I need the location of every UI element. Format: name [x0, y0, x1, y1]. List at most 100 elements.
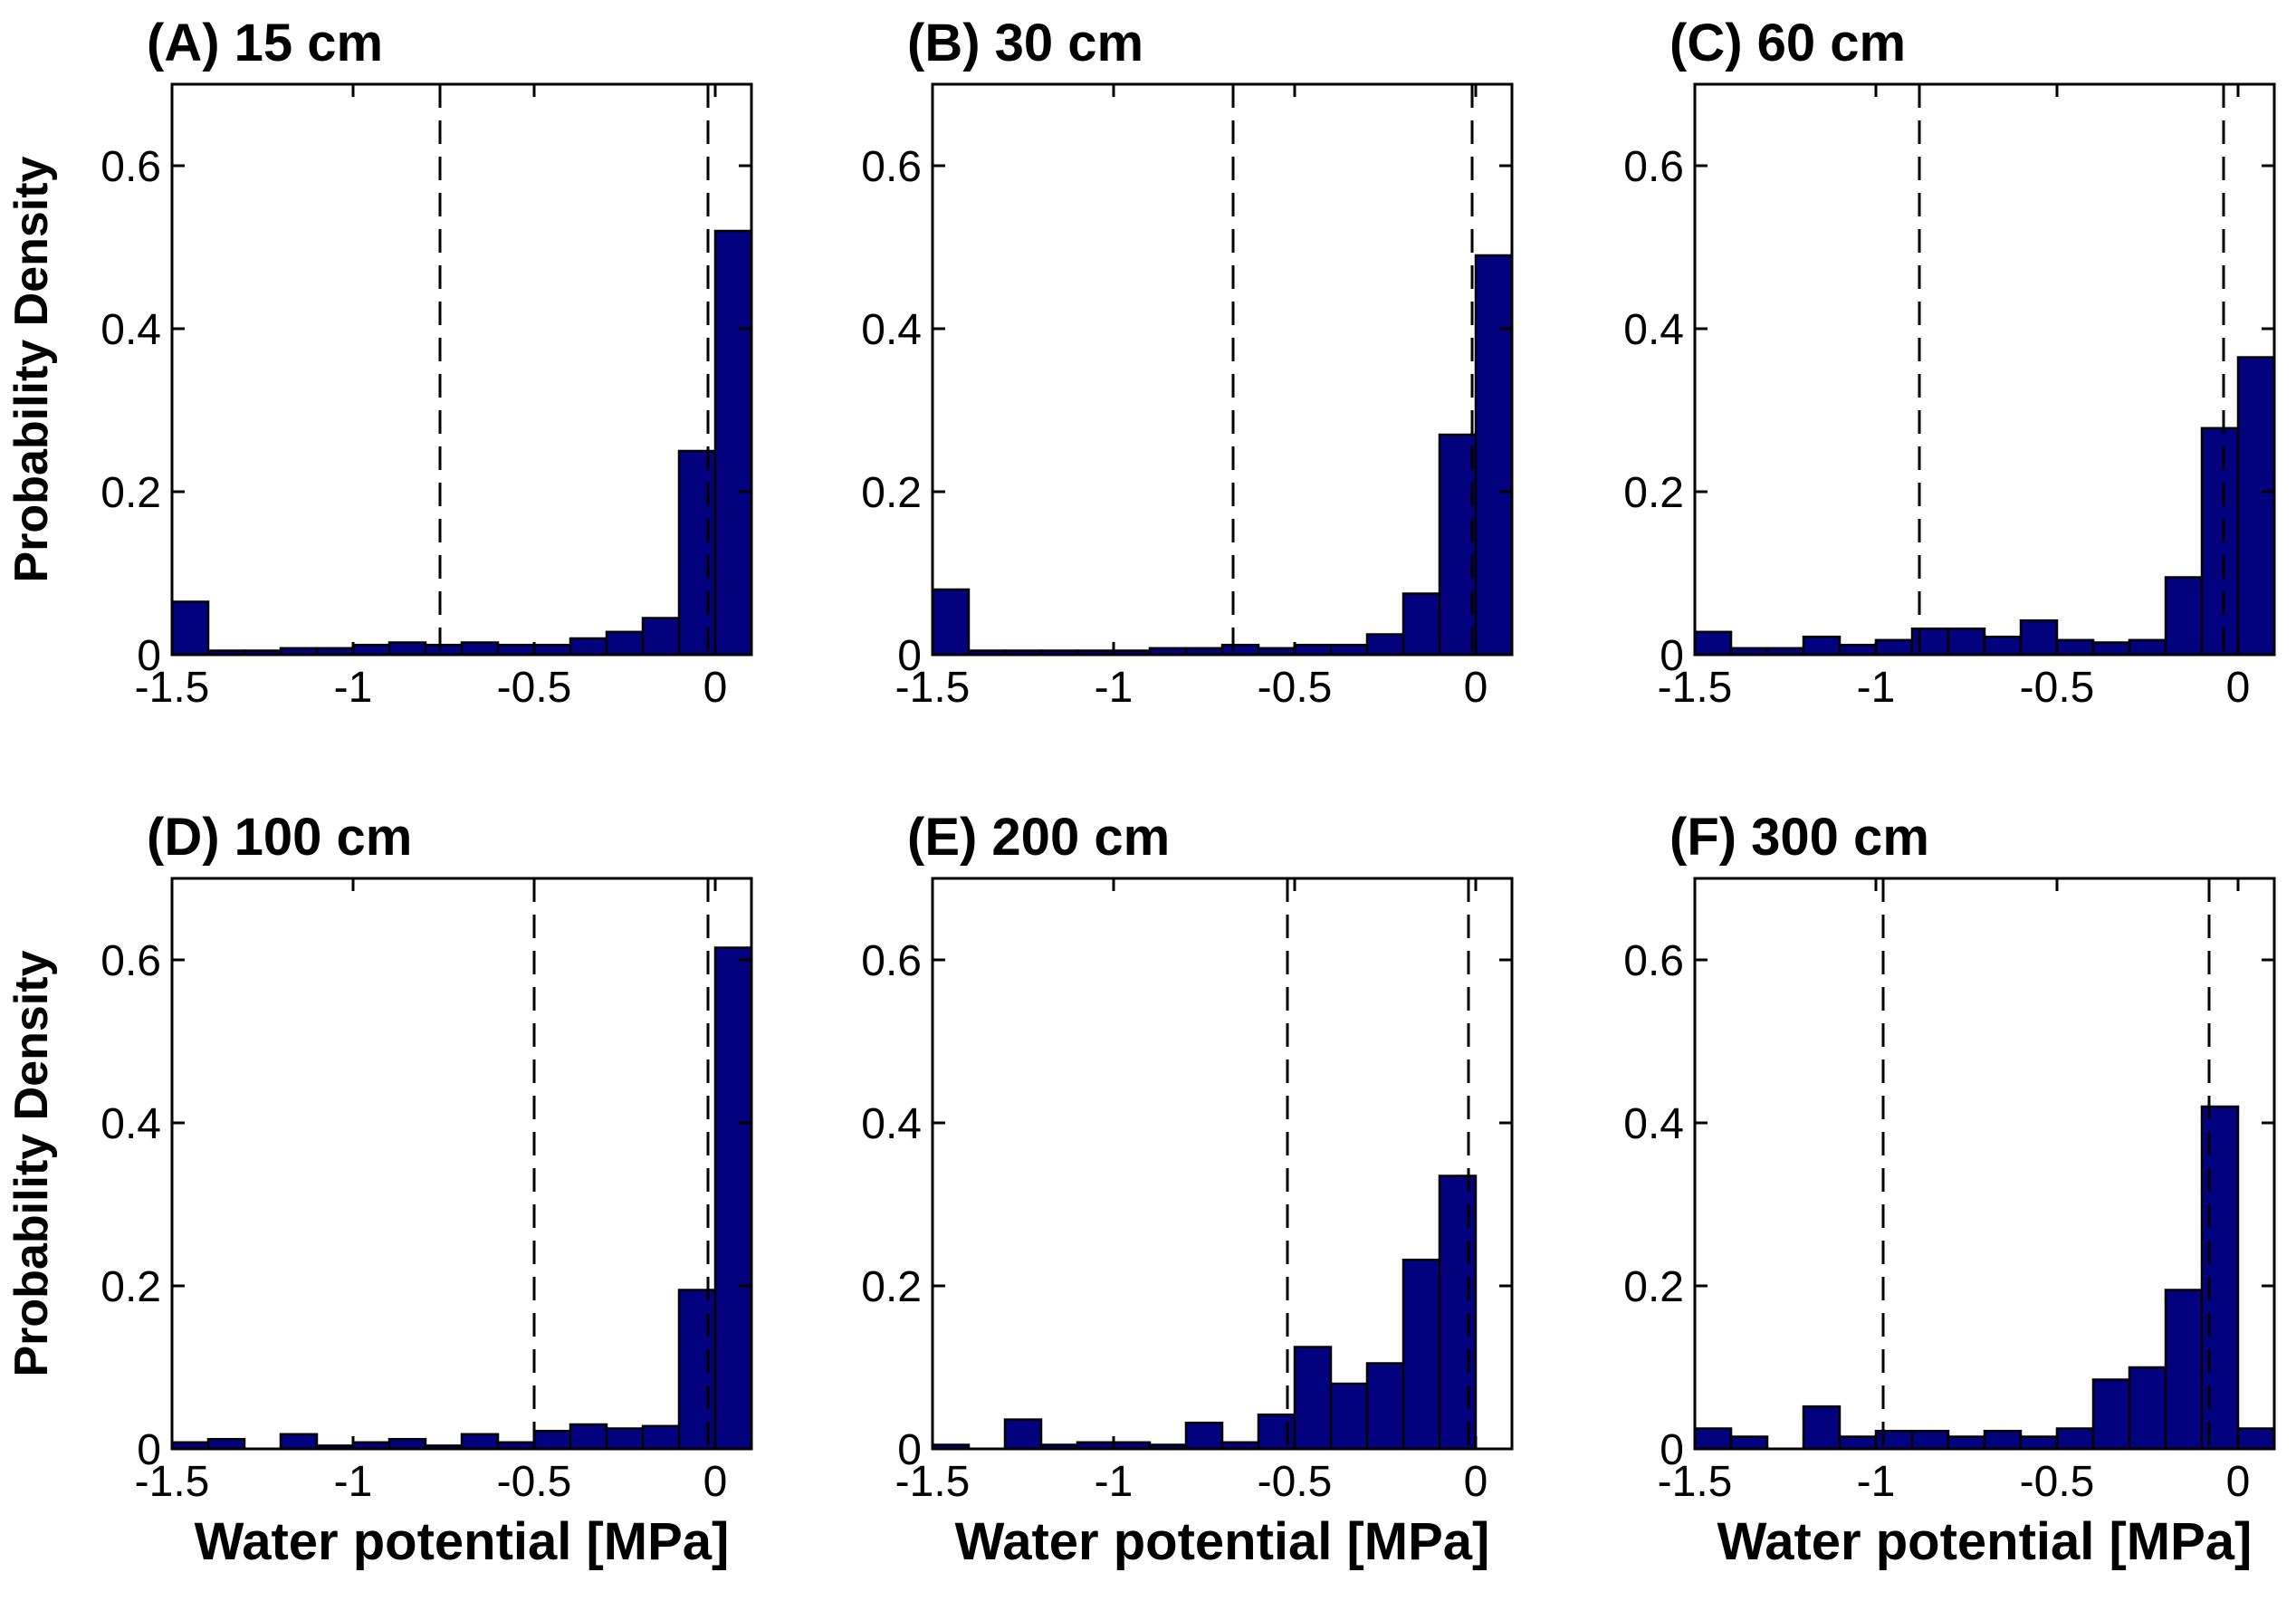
- y-tick-label: 0.6: [100, 143, 161, 191]
- histogram-bar: [641, 617, 681, 657]
- x-tick-label: -1.5: [895, 664, 971, 712]
- histogram-bar: [387, 641, 427, 657]
- histogram-bar: [1293, 1346, 1333, 1451]
- plot-area-frame: [170, 82, 753, 657]
- histogram-bar: [1910, 1429, 1950, 1451]
- panel-f: -1.5 -1 -0.5 0 0 0.2 0.4 0.6 (F) 300 cm Water pot…: [1623, 808, 2276, 1571]
- x-tick-label: 0: [703, 1458, 728, 1506]
- histogram-bar: [1947, 627, 1986, 657]
- y-tick-label: 0.2: [1623, 1263, 1684, 1311]
- x-tick-label: 0: [1464, 1458, 1488, 1506]
- histogram-bar: [569, 637, 608, 657]
- histogram-bar: [2236, 356, 2276, 657]
- histogram-bar: [279, 1433, 319, 1451]
- histogram-bar: [532, 1429, 572, 1451]
- x-tick-label: -1.5: [135, 1458, 210, 1506]
- panel-title: (D) 100 cm: [147, 808, 412, 867]
- histogram-bar: [677, 449, 717, 657]
- histogram-bar: [532, 643, 572, 657]
- histogram-bar: [1802, 1404, 1842, 1451]
- histogram-bar: [677, 1289, 717, 1451]
- histogram-bar: [2164, 576, 2204, 657]
- y-tick-label: 0: [897, 1426, 922, 1474]
- histogram-bar: [387, 1437, 427, 1451]
- y-tick-label: 0.2: [100, 1263, 161, 1311]
- histogram-bar: [351, 643, 391, 657]
- y-tick-label: 0.4: [100, 306, 161, 354]
- x-tick-label: -1: [1095, 664, 1134, 712]
- y-tick-label: 0.6: [1623, 937, 1684, 985]
- histogram-bar: [1293, 643, 1333, 657]
- histogram-bar: [1329, 1382, 1369, 1451]
- panel-title: (A) 15 cm: [147, 14, 383, 72]
- histogram-bar: [1729, 1435, 1769, 1451]
- x-tick-label: 0: [703, 664, 728, 712]
- x-tick-label: 0: [2226, 664, 2251, 712]
- plot-area-frame: [931, 877, 1514, 1451]
- panel-c: -1.5 -1 -0.5 0 0 0.2 0.4 0.6 (C) 60 cm: [1623, 14, 2276, 712]
- histogram-bar: [1402, 1258, 1441, 1451]
- y-tick-label: 0: [137, 632, 161, 680]
- histogram-bar: [2164, 1289, 2204, 1451]
- histogram-bar: [460, 1433, 500, 1451]
- histogram-bar: [2236, 1427, 2276, 1451]
- y-tick-label: 0.6: [100, 937, 161, 985]
- y-tick-label: 0.4: [100, 1100, 161, 1148]
- histogram-bar: [496, 643, 536, 657]
- histogram-bar: [1329, 643, 1369, 657]
- y-tick-label: 0.2: [1623, 469, 1684, 517]
- y-tick-label: 0: [897, 632, 922, 680]
- panel-title: (F) 300 cm: [1669, 808, 1929, 867]
- y-axis-label: Probability Density: [5, 950, 58, 1376]
- y-tick-label: 0.2: [861, 469, 922, 517]
- x-tick-label: -1.5: [1658, 664, 1733, 712]
- x-tick-label: -1: [1095, 1458, 1134, 1506]
- histogram-bar: [641, 1424, 681, 1451]
- y-tick-label: 0.4: [1623, 306, 1684, 354]
- histogram-bar: [1838, 643, 1878, 657]
- histogram-bar: [1802, 635, 1842, 657]
- plot-area-frame: [170, 877, 753, 1451]
- histogram-bar: [2200, 427, 2240, 657]
- histogram-bar: [206, 1437, 246, 1451]
- histogram-bar: [605, 1427, 645, 1451]
- panel-e: -1.5 -1 -0.5 0 0 0.2 0.4 0.6 (E) 200 cm Water pot…: [861, 808, 1514, 1571]
- histogram-bar: [1838, 1435, 1878, 1451]
- y-tick-label: 0: [1660, 1426, 1684, 1474]
- histogram-bar: [2055, 1427, 2095, 1451]
- plot-area-frame: [1693, 877, 2276, 1451]
- histogram-bar: [713, 229, 753, 657]
- x-axis-label: Water potential [MPa]: [955, 1512, 1490, 1571]
- histogram-bar: [1438, 1174, 1478, 1451]
- x-tick-label: -0.5: [2020, 664, 2095, 712]
- y-tick-label: 0.2: [100, 469, 161, 517]
- x-tick-label: -1: [334, 664, 373, 712]
- histogram-bar: [2055, 638, 2095, 657]
- histogram-bar: [1910, 627, 1950, 657]
- histogram-bar: [1474, 254, 1514, 657]
- x-tick-label: -1.5: [895, 1458, 971, 1506]
- histogram-bar: [1874, 1429, 1914, 1451]
- x-tick-label: -1.5: [135, 664, 210, 712]
- panel-title: (C) 60 cm: [1669, 14, 1906, 72]
- histogram-bar: [170, 600, 210, 657]
- y-tick-label: 0.6: [861, 937, 922, 985]
- y-tick-label: 0: [1660, 632, 1684, 680]
- histogram-bar: [2200, 1105, 2240, 1451]
- x-tick-label: -1.5: [1658, 1458, 1733, 1506]
- histogram-bar: [1693, 1427, 1733, 1451]
- histogram-bar: [569, 1423, 608, 1451]
- panel-title: (E) 200 cm: [907, 808, 1170, 867]
- x-axis-label: Water potential [MPa]: [195, 1512, 730, 1571]
- panel-d: -1.5 -1 -0.5 0 0 0.2 0.4 0.6 (D) 100 cm Water pot…: [5, 808, 753, 1571]
- x-tick-label: 0: [1464, 664, 1488, 712]
- histogram-bar: [1365, 1362, 1405, 1451]
- y-axis-label: Probability Density: [5, 156, 58, 582]
- histogram-bar: [1947, 1435, 1986, 1451]
- plot-area-frame: [1693, 82, 2276, 657]
- x-axis-label: Water potential [MPa]: [1717, 1512, 2253, 1571]
- x-tick-label: -0.5: [1258, 664, 1333, 712]
- y-tick-label: 0.2: [861, 1263, 922, 1311]
- histogram-bar: [1184, 1421, 1224, 1451]
